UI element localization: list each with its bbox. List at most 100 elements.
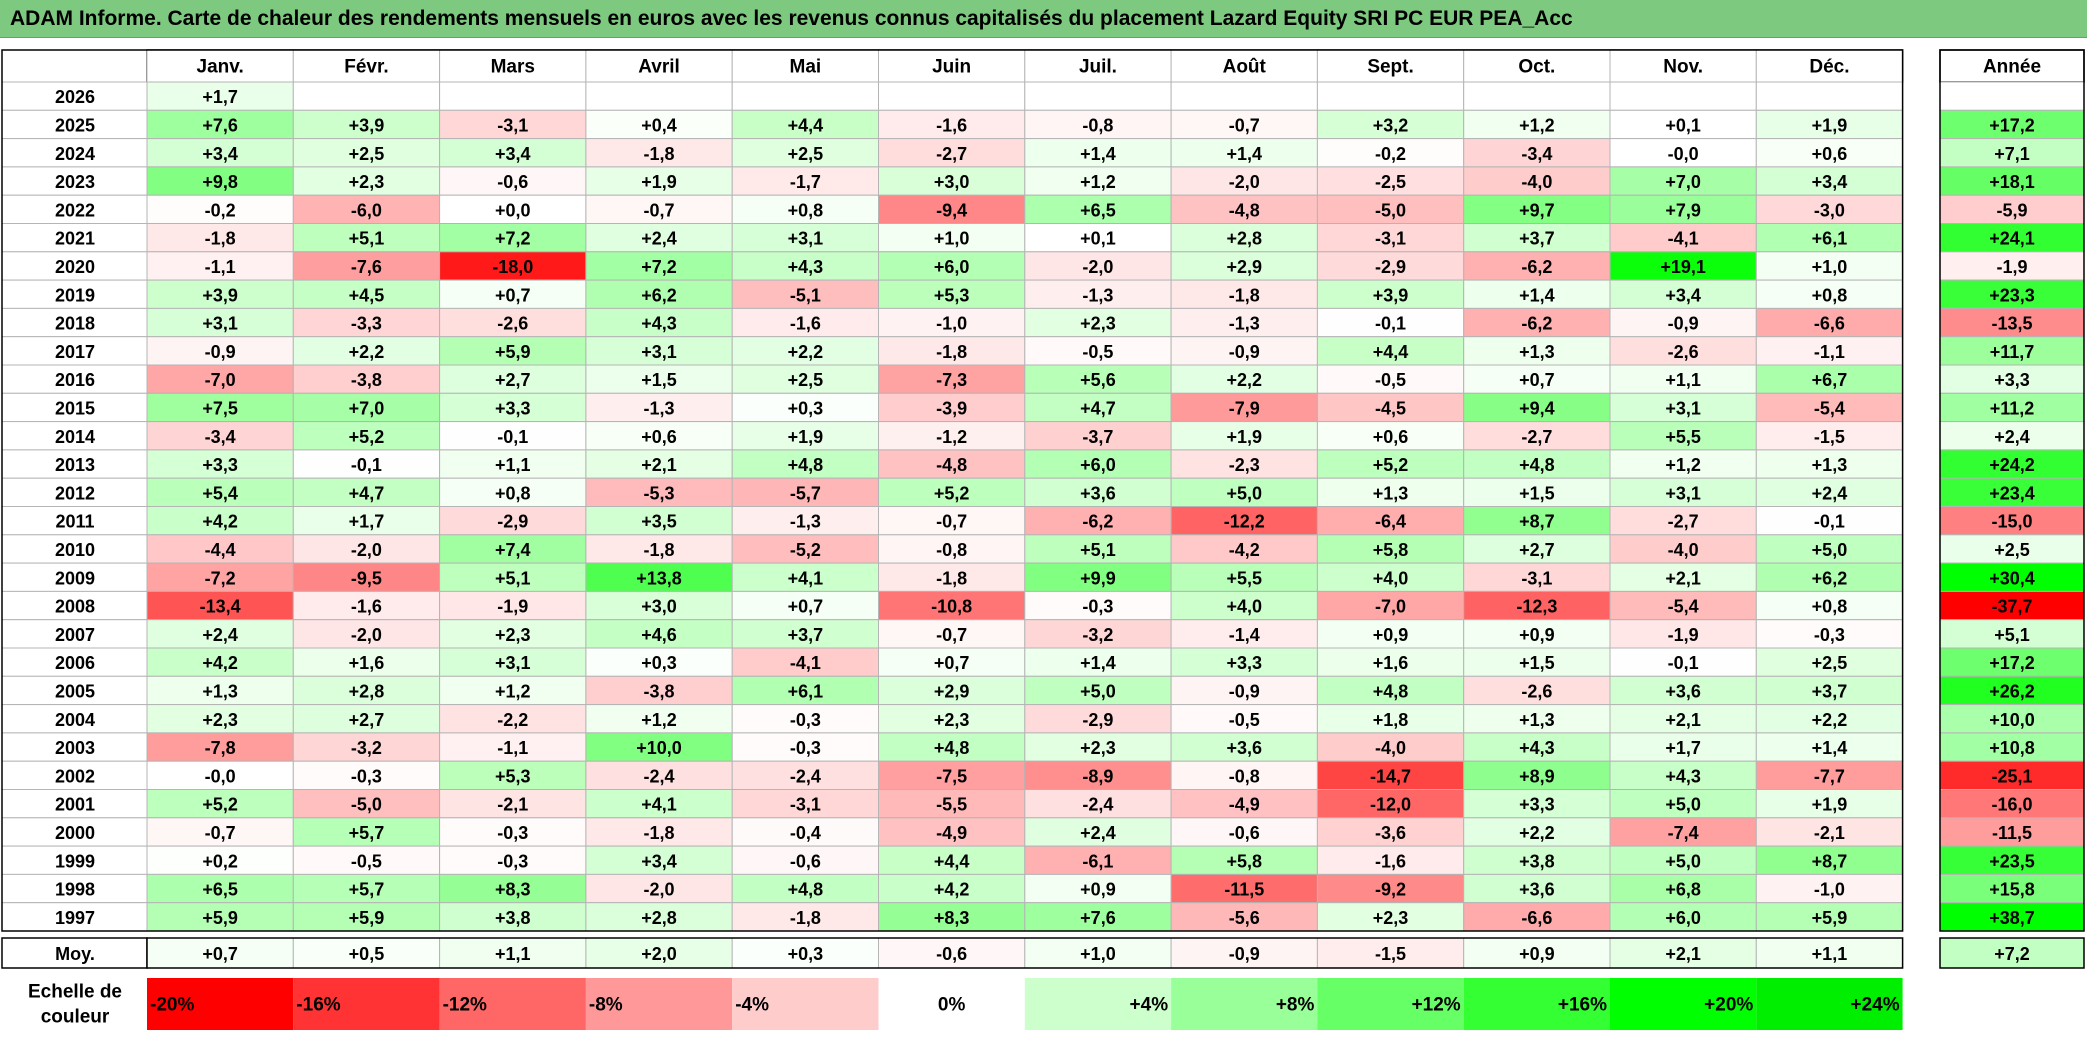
month-value: +7,4 [495,540,531,560]
scale-swatch [1610,978,1757,1030]
month-cell [439,873,587,904]
year-label: 2023 [55,172,95,192]
month-value: +1,9 [1812,115,1848,135]
month-value: +7,0 [349,398,385,418]
month-value: -13,4 [200,597,241,617]
month-cell [439,647,587,677]
month-cell [1024,873,1172,904]
month-value: +5,0 [1665,851,1701,871]
month-value: +3,7 [1519,229,1555,249]
month-value: +7,2 [641,257,677,277]
month-value: +1,3 [1373,483,1409,503]
month-value: -3,1 [1375,229,1406,249]
year-cell [1,223,148,253]
month-value: -0,0 [1668,144,1699,164]
month-value: +6,0 [934,257,970,277]
month-value: -2,7 [1668,512,1699,532]
month-value: -7,5 [936,766,967,786]
month-value: +1,9 [641,172,677,192]
month-value: +7,5 [202,398,238,418]
month-value: +0,2 [202,851,238,871]
month-cell [1316,477,1465,508]
month-cell [1170,138,1318,168]
month-cell [585,138,733,168]
month-value: +2,3 [1080,738,1116,758]
month-value: -9,5 [351,568,382,588]
month-value: +2,7 [495,370,531,390]
month-value: +5,7 [349,823,385,843]
month-cell [1609,760,1757,791]
month-cell [1170,817,1318,847]
month-value: -1,1 [497,738,528,758]
month-cell [439,590,587,621]
month-value: +4,6 [641,625,677,645]
month-value: -7,3 [936,370,967,390]
month-cell [731,590,880,621]
month-value: -2,0 [351,625,382,645]
month-value: +4,1 [788,568,824,588]
month-value: -2,1 [1814,823,1845,843]
scale-label: couleur [41,1007,110,1028]
month-cell [1609,477,1757,508]
month-cell [731,619,880,649]
month-value: -5,7 [790,483,821,503]
month-value: +2,5 [1812,653,1848,673]
month-cell [1316,789,1465,819]
month-cell [585,81,733,111]
month-value: +3,9 [202,285,238,305]
month-header-label: Juin [932,57,971,78]
month-cell [585,307,733,338]
year-cell [1,590,148,621]
month-value: +4,3 [641,314,677,334]
annual-value: +17,2 [1989,115,2035,135]
month-cell [439,223,587,253]
month-value: -4,0 [1521,172,1552,192]
annual-value: +10,8 [1989,738,2035,758]
title-bar: ADAM Informe. Carte de chaleur des rende… [0,0,2087,38]
month-cell [1755,675,1904,706]
month-value: +1,5 [1519,483,1555,503]
month-cell [1609,732,1757,762]
year-label: 2000 [55,823,95,843]
month-value: +2,3 [934,710,970,730]
month-value: +3,1 [641,342,677,362]
month-value: +5,1 [349,229,385,249]
month-value: -0,3 [351,766,382,786]
year-cell [1,279,148,309]
month-value: -6,4 [1375,512,1406,532]
month-value: -5,2 [790,540,821,560]
month-cell [1170,279,1318,309]
month-cell [1024,506,1172,536]
month-cell [731,760,880,791]
month-value: +5,3 [934,285,970,305]
average-value: -0,6 [936,944,967,964]
month-value: +1,7 [202,87,238,107]
month-value: +6,0 [1665,908,1701,928]
year-label: 2007 [55,625,95,645]
month-value: -0,9 [205,342,236,362]
month-cell [439,477,587,508]
month-cell [1024,364,1172,394]
average-value: +1,0 [1080,944,1116,964]
month-cell [1609,449,1757,479]
month-value: -7,9 [1229,398,1260,418]
month-value: -0,3 [1082,597,1113,617]
month-cell [731,81,880,111]
month-value: +6,1 [788,681,824,701]
month-value: +6,2 [1812,568,1848,588]
annual-cell [1939,392,2085,423]
month-value: +5,9 [1812,908,1848,928]
month-value: +8,9 [1519,766,1555,786]
month-cell [1316,732,1465,762]
month-cell [1755,647,1904,677]
month-value: +4,5 [349,285,385,305]
month-value: -2,3 [1229,455,1260,475]
month-value: +1,7 [349,512,385,532]
month-cell [585,590,733,621]
month-value: +0,7 [934,653,970,673]
month-cell [439,534,587,564]
month-value: -3,4 [1521,144,1552,164]
month-cell [292,81,441,111]
annual-value: -15,0 [1991,512,2032,532]
month-value: +1,4 [1226,144,1262,164]
